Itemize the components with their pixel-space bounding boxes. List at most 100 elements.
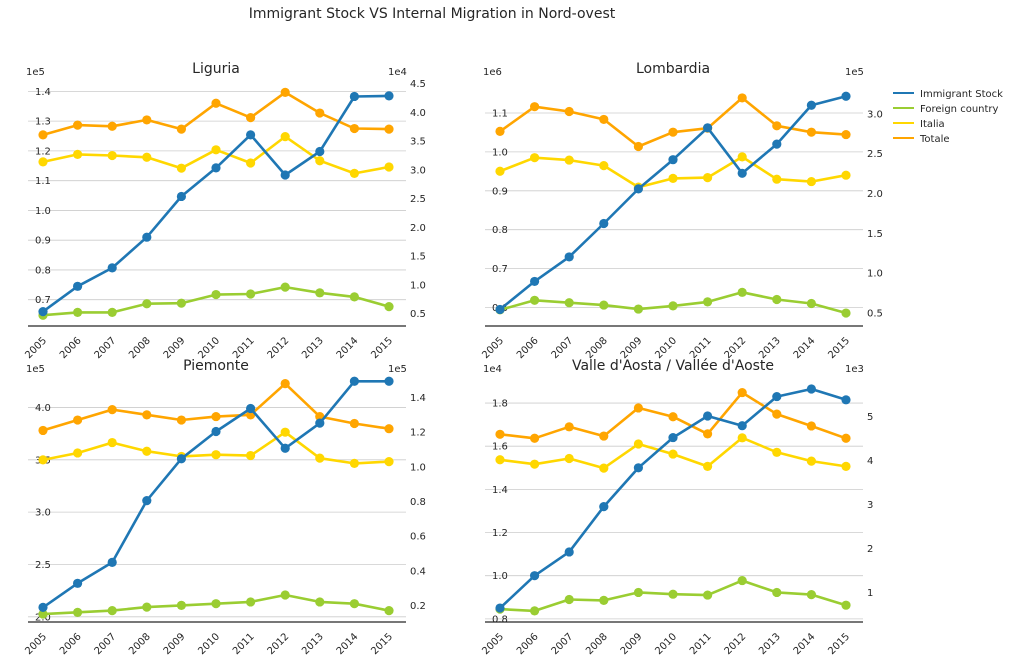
left-tick-label: 0.7 xyxy=(35,295,51,306)
data-point-foreign-country xyxy=(599,300,609,310)
x-tick-label: 2012 xyxy=(266,335,292,361)
data-point-totale xyxy=(384,424,394,434)
data-point-totale xyxy=(73,120,83,130)
left-tick-label: 1.2 xyxy=(35,146,51,157)
data-point-italia xyxy=(737,433,747,443)
data-point-italia xyxy=(495,166,505,176)
x-tick-label: 2014 xyxy=(792,335,818,361)
series-totale-liguria xyxy=(38,87,394,140)
data-point-totale xyxy=(38,130,48,140)
data-point-foreign-country xyxy=(246,289,256,299)
data-point-totale xyxy=(107,121,117,131)
left-tick-label: 1.6 xyxy=(492,442,508,453)
left-tick-label: 1.3 xyxy=(35,117,51,128)
right-axis-exponent-lombardia: 1e5 xyxy=(845,67,864,78)
data-point-foreign-country xyxy=(841,308,851,318)
right-tick-label: 2.0 xyxy=(410,223,426,234)
series-immigrant-stock-lombardia xyxy=(495,91,851,315)
series-line-totale xyxy=(42,382,390,432)
data-point-foreign-country xyxy=(564,594,574,605)
x-tick-label: 2007 xyxy=(550,631,576,657)
left-tick-label: 0.8 xyxy=(35,265,51,276)
data-point-totale xyxy=(142,115,152,125)
right-tick-label: 3.0 xyxy=(410,165,426,176)
left-tick-label: 0.9 xyxy=(492,186,508,197)
data-point-foreign-country xyxy=(176,298,186,308)
data-point-totale xyxy=(737,93,747,103)
x-tick-label: 2013 xyxy=(300,631,326,657)
data-point-totale xyxy=(633,141,644,152)
left-axis-exponent-valle-daosta: 1e4 xyxy=(483,364,502,375)
data-point-immigrant-stock xyxy=(530,571,540,581)
left-tick-label: 1.4 xyxy=(492,485,508,496)
data-point-foreign-country xyxy=(107,606,117,616)
data-point-foreign-country xyxy=(703,297,713,307)
data-point-immigrant-stock xyxy=(315,146,325,157)
legend-label-immigrant-stock: Immigrant Stock xyxy=(920,89,1003,100)
data-point-totale xyxy=(176,124,186,134)
data-point-totale xyxy=(737,387,747,398)
data-point-immigrant-stock xyxy=(384,376,394,386)
data-point-italia xyxy=(246,450,256,461)
data-point-italia xyxy=(142,152,152,162)
data-point-totale xyxy=(384,124,394,134)
data-point-immigrant-stock xyxy=(772,139,782,149)
data-point-italia xyxy=(772,174,782,184)
x-tick-label: 2015 xyxy=(369,335,395,361)
data-point-foreign-country xyxy=(806,590,817,600)
data-point-foreign-country xyxy=(384,606,394,616)
data-point-totale xyxy=(176,415,186,425)
data-point-totale xyxy=(841,433,851,443)
data-point-totale xyxy=(495,126,505,136)
chart-panel-valle-daosta: Valle d'Aosta / Vallée d'Aoste 1e4 1e3 0… xyxy=(480,358,873,657)
data-point-foreign-country xyxy=(668,589,678,599)
data-point-immigrant-stock xyxy=(806,100,817,110)
data-point-immigrant-stock xyxy=(564,252,574,262)
panel-title-liguria: Liguria xyxy=(192,61,240,77)
data-point-foreign-country xyxy=(315,597,325,607)
data-point-italia xyxy=(841,170,851,180)
data-point-immigrant-stock xyxy=(703,411,713,421)
gridlines-lombardia xyxy=(485,112,863,308)
series-foreign-country-valle-daosta xyxy=(495,575,851,616)
x-tick-label: 2015 xyxy=(826,631,852,657)
data-point-foreign-country xyxy=(384,302,394,312)
series-italia-valle-daosta xyxy=(495,433,851,473)
right-tick-label: 3 xyxy=(867,500,873,511)
data-point-italia xyxy=(73,448,83,458)
data-point-totale xyxy=(772,409,782,419)
data-point-foreign-country xyxy=(349,292,359,302)
panel-title-valle-daosta: Valle d'Aosta / Vallée d'Aoste xyxy=(572,358,774,374)
panel-title-lombardia: Lombardia xyxy=(636,61,710,77)
data-point-foreign-country xyxy=(737,575,747,586)
data-point-foreign-country xyxy=(806,298,817,309)
data-point-italia xyxy=(495,455,505,465)
data-point-immigrant-stock xyxy=(38,602,48,612)
data-point-italia xyxy=(599,161,609,171)
data-point-italia xyxy=(315,453,325,463)
series-italia-piemonte xyxy=(38,427,394,468)
right-tick-label: 0.5 xyxy=(410,309,426,320)
data-point-immigrant-stock xyxy=(315,418,325,428)
right-tick-label: 0.2 xyxy=(410,601,426,612)
right-axis-exponent-valle-daosta: 1e3 xyxy=(845,364,864,375)
series-line-immigrant-stock xyxy=(42,94,390,313)
data-point-immigrant-stock xyxy=(142,496,152,506)
data-point-totale xyxy=(142,410,152,420)
data-point-italia xyxy=(806,176,817,187)
right-tick-label: 2 xyxy=(867,544,873,555)
x-tick-label: 2009 xyxy=(162,631,188,657)
data-point-foreign-country xyxy=(772,294,782,305)
right-axis-exponent-piemonte: 1e5 xyxy=(388,364,407,375)
data-point-foreign-country xyxy=(142,299,152,309)
data-point-totale xyxy=(38,425,48,436)
data-point-immigrant-stock xyxy=(176,454,186,464)
x-tick-label: 2006 xyxy=(58,631,84,657)
data-point-immigrant-stock xyxy=(246,403,256,414)
x-tick-label: 2008 xyxy=(127,335,153,361)
right-tick-label: 0.6 xyxy=(410,532,426,543)
left-tick-label: 0.8 xyxy=(492,614,508,625)
legend-label-italia: Italia xyxy=(920,119,945,130)
figure-title: Immigrant Stock VS Internal Migration in… xyxy=(249,6,616,22)
data-point-italia xyxy=(703,461,713,471)
